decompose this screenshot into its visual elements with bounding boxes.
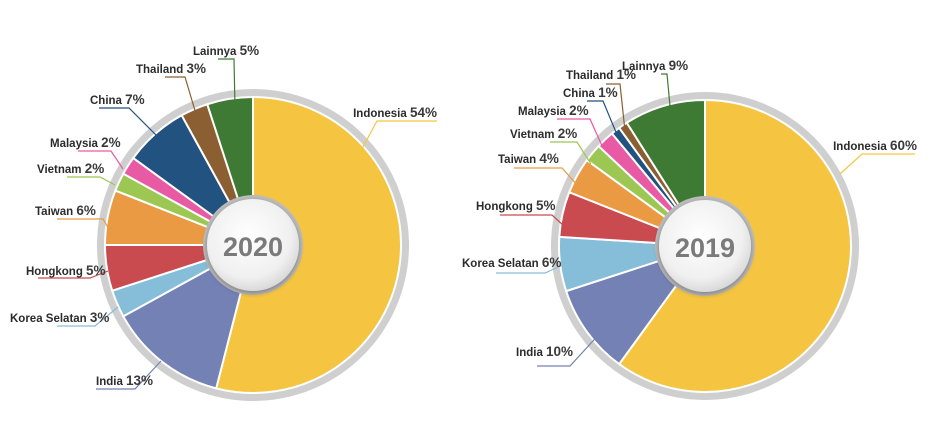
label-lainnya: Lainnya 5% (193, 43, 259, 58)
slice-percent: 54% (410, 105, 437, 120)
slice-percent: 5% (240, 43, 260, 58)
slice-name: Lainnya (622, 61, 669, 73)
slice-name: Thailand (566, 70, 616, 82)
center-year-label: 2020 (223, 232, 283, 262)
label-lainnya: Lainnya 9% (622, 58, 688, 73)
leader-line-indonesia (839, 153, 915, 175)
slice-percent: 10% (546, 344, 573, 359)
leader-line-malaysia (78, 150, 124, 170)
leader-line-indonesia (356, 120, 437, 159)
slice-name: China (90, 95, 125, 107)
leader-line-hongkong (500, 214, 565, 227)
label-korea-selatan: Korea Selatan 3% (10, 310, 109, 325)
label-vietnam: Vietnam 2% (510, 126, 577, 141)
slice-name: Thailand (136, 64, 186, 76)
slice-percent: 13% (126, 373, 153, 388)
leader-line-korea-selatan (57, 306, 119, 327)
leader-line-thailand (165, 76, 197, 115)
leader-line-taiwan (57, 218, 111, 232)
slice-percent: 2% (558, 126, 578, 141)
slice-percent: 60% (890, 138, 917, 153)
leader-line-vietnam (550, 141, 592, 165)
slice-name: India (516, 347, 546, 359)
label-india: India 10% (516, 344, 573, 359)
slice-percent: 1% (616, 67, 636, 82)
slice-percent: 5% (536, 198, 556, 213)
leader-line-thailand (606, 83, 626, 132)
hub-circle (207, 199, 299, 291)
slice-percent: 4% (539, 151, 559, 166)
label-thailand: Thailand 1% (566, 67, 636, 82)
slice-percent: 2% (85, 161, 105, 176)
slice-name: China (563, 88, 598, 100)
label-thailand: Thailand 3% (136, 61, 206, 76)
label-hongkong: Hongkong 5% (26, 263, 106, 278)
slice-name: Vietnam (37, 164, 85, 176)
label-malaysia: Malaysia 2% (50, 135, 121, 150)
leader-line-lainnya (661, 73, 671, 107)
label-taiwan: Taiwan 4% (498, 151, 559, 166)
slice-percent: 9% (669, 58, 689, 73)
donut-chart-2020: 2020 Indonesia 54% India 13% Korea Selatan … (10, 43, 437, 401)
slice-name: Malaysia (50, 138, 101, 150)
slice-name: Malaysia (518, 106, 569, 118)
hub-circle (659, 200, 751, 292)
slice-percent: 5% (86, 263, 106, 278)
leader-line-india (96, 360, 162, 390)
leader-line-hongkong (38, 270, 109, 279)
slice-name: Taiwan (498, 154, 539, 166)
slice-percent: 3% (186, 61, 206, 76)
slice-name: Hongkong (476, 201, 536, 213)
center-year-label: 2019 (675, 233, 735, 263)
label-vietnam: Vietnam 2% (37, 161, 104, 176)
slice-name: Lainnya (193, 46, 240, 58)
leader-line-india (537, 329, 604, 367)
leader-line-lainnya (218, 58, 236, 108)
label-india: India 13% (96, 373, 153, 388)
slice-percent: 2% (569, 103, 589, 118)
leader-line-china (587, 100, 619, 138)
label-china: China 7% (90, 92, 145, 107)
label-malaysia: Malaysia 2% (518, 103, 589, 118)
leader-line-vietnam (67, 176, 116, 186)
slice-percent: 1% (598, 85, 618, 100)
slice-percent: 2% (101, 135, 121, 150)
slice-name: Hongkong (26, 266, 86, 278)
leader-line-taiwan (514, 167, 579, 187)
slice-name: Korea Selatan (10, 313, 90, 325)
label-korea-selatan: Korea Selatan 6% (462, 255, 561, 270)
donut-chart-2019: 2019 Indonesia 60% India 10% Korea Selatan … (462, 58, 917, 400)
label-hongkong: Hongkong 5% (476, 198, 556, 213)
slice-percent: 6% (542, 255, 562, 270)
label-indonesia: Indonesia 54% (353, 105, 437, 120)
slice-name: India (96, 376, 126, 388)
slice-name: Vietnam (510, 129, 558, 141)
label-china: China 1% (563, 85, 618, 100)
slice-percent: 6% (76, 203, 96, 218)
slice-name: Korea Selatan (462, 258, 542, 270)
slice-percent: 3% (90, 310, 110, 325)
slice-percent: 7% (125, 92, 145, 107)
slice-indonesia (214, 95, 402, 394)
leader-line-china (99, 107, 159, 138)
slice-name: Indonesia (353, 108, 410, 120)
label-taiwan: Taiwan 6% (35, 203, 96, 218)
slice-name: Indonesia (833, 141, 890, 153)
leader-line-malaysia (557, 118, 604, 149)
slice-name: Taiwan (35, 206, 76, 218)
label-indonesia: Indonesia 60% (833, 138, 917, 153)
leader-line-korea-selatan (496, 263, 566, 274)
